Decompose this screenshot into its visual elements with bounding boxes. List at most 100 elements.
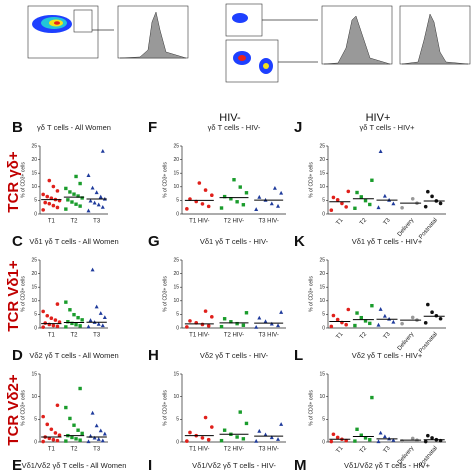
data-point [55, 324, 60, 329]
data-point [355, 427, 359, 432]
y-tick-label: 10 [319, 298, 325, 304]
y-axis-label: % of CD3+ cells [308, 276, 314, 312]
y-tick-label: 5 [322, 312, 325, 318]
data-point [86, 324, 91, 329]
data-point [57, 320, 62, 324]
y-tick-label: 15 [319, 371, 325, 377]
data-point [331, 432, 336, 437]
data-point [76, 315, 80, 320]
data-point [232, 178, 236, 182]
data-point [90, 267, 95, 272]
panel-letter: D [12, 347, 23, 364]
data-point [210, 315, 214, 319]
data-point [64, 405, 68, 410]
data-point [200, 322, 205, 327]
data-point [430, 436, 434, 440]
data-point [368, 202, 372, 207]
x-tick-label: T2 [70, 219, 78, 225]
data-point [92, 200, 97, 205]
data-point [100, 438, 105, 443]
y-tick-label: 0 [176, 325, 179, 331]
y-tick-label: 5 [34, 198, 37, 204]
y-tick-label: 0 [322, 439, 325, 445]
x-tick-label: T3 [93, 333, 101, 339]
data-point [78, 204, 82, 208]
data-point [353, 439, 357, 443]
data-point [279, 310, 284, 314]
data-point [41, 439, 45, 444]
data-point [70, 200, 74, 204]
data-point [64, 439, 68, 443]
chart-title: Vδ1/Vδ2 γδ T cells - HIV+ [344, 461, 431, 470]
data-point [269, 435, 274, 440]
data-point [185, 325, 189, 329]
data-point [78, 438, 82, 442]
data-point [426, 302, 430, 307]
data-point [368, 321, 372, 326]
data-point [382, 313, 387, 318]
data-point [244, 311, 249, 315]
y-tick-label: 0 [176, 211, 179, 217]
panel-letter: E [12, 457, 22, 474]
y-axis-label: % of CD3+ cells [20, 390, 26, 426]
data-point [238, 410, 242, 414]
data-point [400, 321, 404, 326]
data-point [391, 319, 396, 324]
data-point [438, 201, 443, 206]
x-tick-label: T3 [383, 217, 393, 227]
data-point [335, 435, 340, 440]
x-tick-label: T1 [335, 445, 345, 455]
data-point [257, 194, 262, 199]
data-point [426, 433, 430, 438]
data-point [185, 207, 189, 211]
data-point [72, 423, 76, 427]
flow-histogram [323, 15, 391, 65]
y-tick-label: 0 [34, 211, 37, 217]
data-point [197, 181, 202, 185]
row-label: TCR γδ+ [5, 151, 22, 212]
data-point [263, 319, 268, 324]
data-point [353, 323, 357, 328]
data-point [72, 192, 76, 196]
y-axis-label: % of CD3+ cells [162, 276, 168, 312]
y-tick-label: 25 [31, 143, 37, 149]
data-point [387, 316, 392, 321]
data-point [382, 193, 387, 198]
data-point [90, 410, 95, 415]
y-tick-label: 0 [322, 325, 325, 331]
data-point [41, 192, 45, 197]
y-tick-label: 20 [173, 157, 179, 163]
data-point [210, 425, 214, 429]
data-point [331, 195, 336, 200]
data-point [96, 202, 101, 207]
data-point [391, 437, 396, 442]
chart-title: γδ T cells - HIV+ [359, 123, 415, 132]
y-axis-label: % of CD3+ cells [162, 162, 168, 198]
flow-density [238, 55, 246, 61]
data-point [434, 313, 439, 318]
data-point [74, 437, 78, 441]
row-label: TCR Vδ1+ [5, 260, 22, 331]
x-tick-label: T3 [93, 447, 101, 453]
data-point [335, 198, 340, 202]
data-point [55, 438, 60, 443]
data-point [78, 324, 82, 328]
data-point [188, 319, 192, 323]
data-point [410, 315, 415, 320]
data-point [276, 203, 281, 208]
y-tick-label: 20 [173, 271, 179, 277]
data-point [49, 316, 54, 321]
y-tick-label: 10 [319, 184, 325, 190]
data-point [335, 317, 340, 322]
chart-title: Vδ1/Vδ2 γδ T cells - All Women [22, 461, 127, 470]
chart-title: γδ T cells - HIV- [208, 123, 261, 132]
x-tick-label: T1 [48, 333, 56, 339]
data-point [100, 205, 105, 209]
y-axis-label: % of CD3+ cells [162, 390, 168, 426]
data-point [363, 198, 368, 203]
data-point [98, 428, 103, 433]
data-point [244, 421, 249, 426]
data-point [49, 427, 54, 432]
data-point [238, 185, 242, 189]
